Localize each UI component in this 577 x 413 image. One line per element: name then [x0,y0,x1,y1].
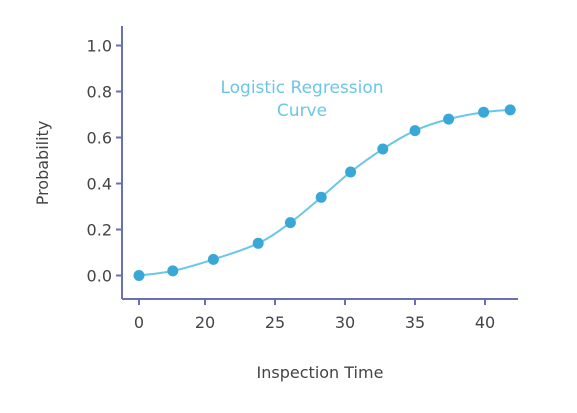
data-point-11 [504,104,516,116]
y-tick-label: 0.4 [87,175,112,194]
logistic-curve-line [138,108,511,277]
data-point-5 [315,191,327,203]
data-point-10 [478,106,490,118]
data-point-3 [252,237,264,249]
series [133,104,516,281]
curve-annotation-line-1: Logistic Regression [220,78,383,98]
data-point-1 [167,265,179,277]
y-tick-label: 0.6 [87,129,112,148]
data-point-4 [284,217,296,229]
tick-labels: 0.0 0.2 0.4 0.6 0.8 1.0 0 20 25 30 35 40 [87,37,496,333]
x-tick-label: 30 [335,313,355,332]
curve-annotation-line-2: Curve [277,101,327,121]
x-tick-label: 20 [195,313,215,332]
y-tick-label: 0.0 [87,267,112,286]
x-tick-label: 35 [405,313,425,332]
axes [116,26,518,305]
x-tick-label: 0 [134,313,144,332]
x-axis-title: Inspection Time [257,363,384,382]
data-point-0 [133,270,145,281]
y-tick-label: 0.2 [87,221,112,240]
data-point-2 [207,253,219,265]
data-point-7 [377,143,389,155]
x-tick-label: 40 [475,313,495,332]
x-tick-label: 25 [265,313,285,332]
y-tick-label: 0.8 [87,83,112,102]
data-point-6 [345,166,357,178]
y-tick-label: 1.0 [87,37,112,56]
y-axis-title: Probability [33,121,52,206]
data-point-8 [409,125,421,137]
labels: Logistic Regression Curve Inspection Time P… [33,78,384,382]
data-point-9 [443,113,455,125]
